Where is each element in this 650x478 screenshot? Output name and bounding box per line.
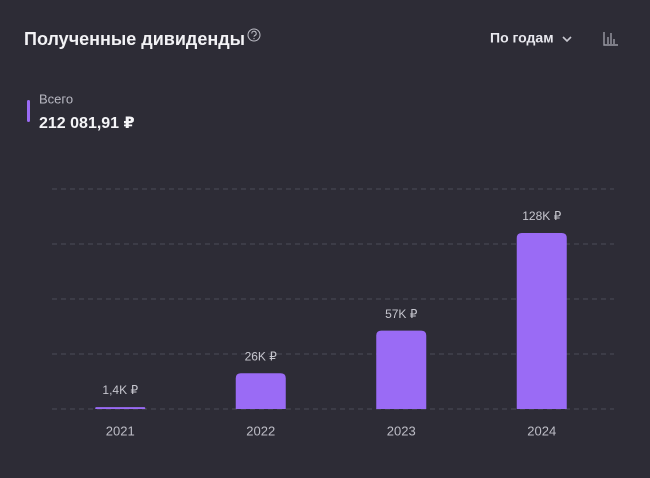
total-value: 212 081,91 ₽ xyxy=(39,115,135,132)
x-tick-label: 2024 xyxy=(527,423,556,438)
bar xyxy=(516,233,567,409)
x-tick-label: 2022 xyxy=(246,423,275,438)
x-tick-label: 2023 xyxy=(387,423,416,438)
help-icon[interactable] xyxy=(247,28,261,42)
widget-title: Полученные дивиденды xyxy=(24,29,245,49)
value-label: 1,4K ₽ xyxy=(102,383,138,397)
total-accent xyxy=(27,100,30,122)
x-tick-label: 2021 xyxy=(106,423,135,438)
period-dropdown[interactable]: По годам xyxy=(490,30,572,46)
bar xyxy=(95,407,146,409)
period-label: По годам xyxy=(490,30,554,46)
chart-type-button[interactable] xyxy=(603,32,618,46)
total-label: Всего xyxy=(39,91,73,106)
bar xyxy=(235,373,286,409)
bar xyxy=(376,330,427,409)
chevron xyxy=(562,36,572,43)
value-label: 128K ₽ xyxy=(522,209,561,223)
value-label: 57K ₽ xyxy=(385,307,418,321)
value-label: 26K ₽ xyxy=(245,349,278,363)
